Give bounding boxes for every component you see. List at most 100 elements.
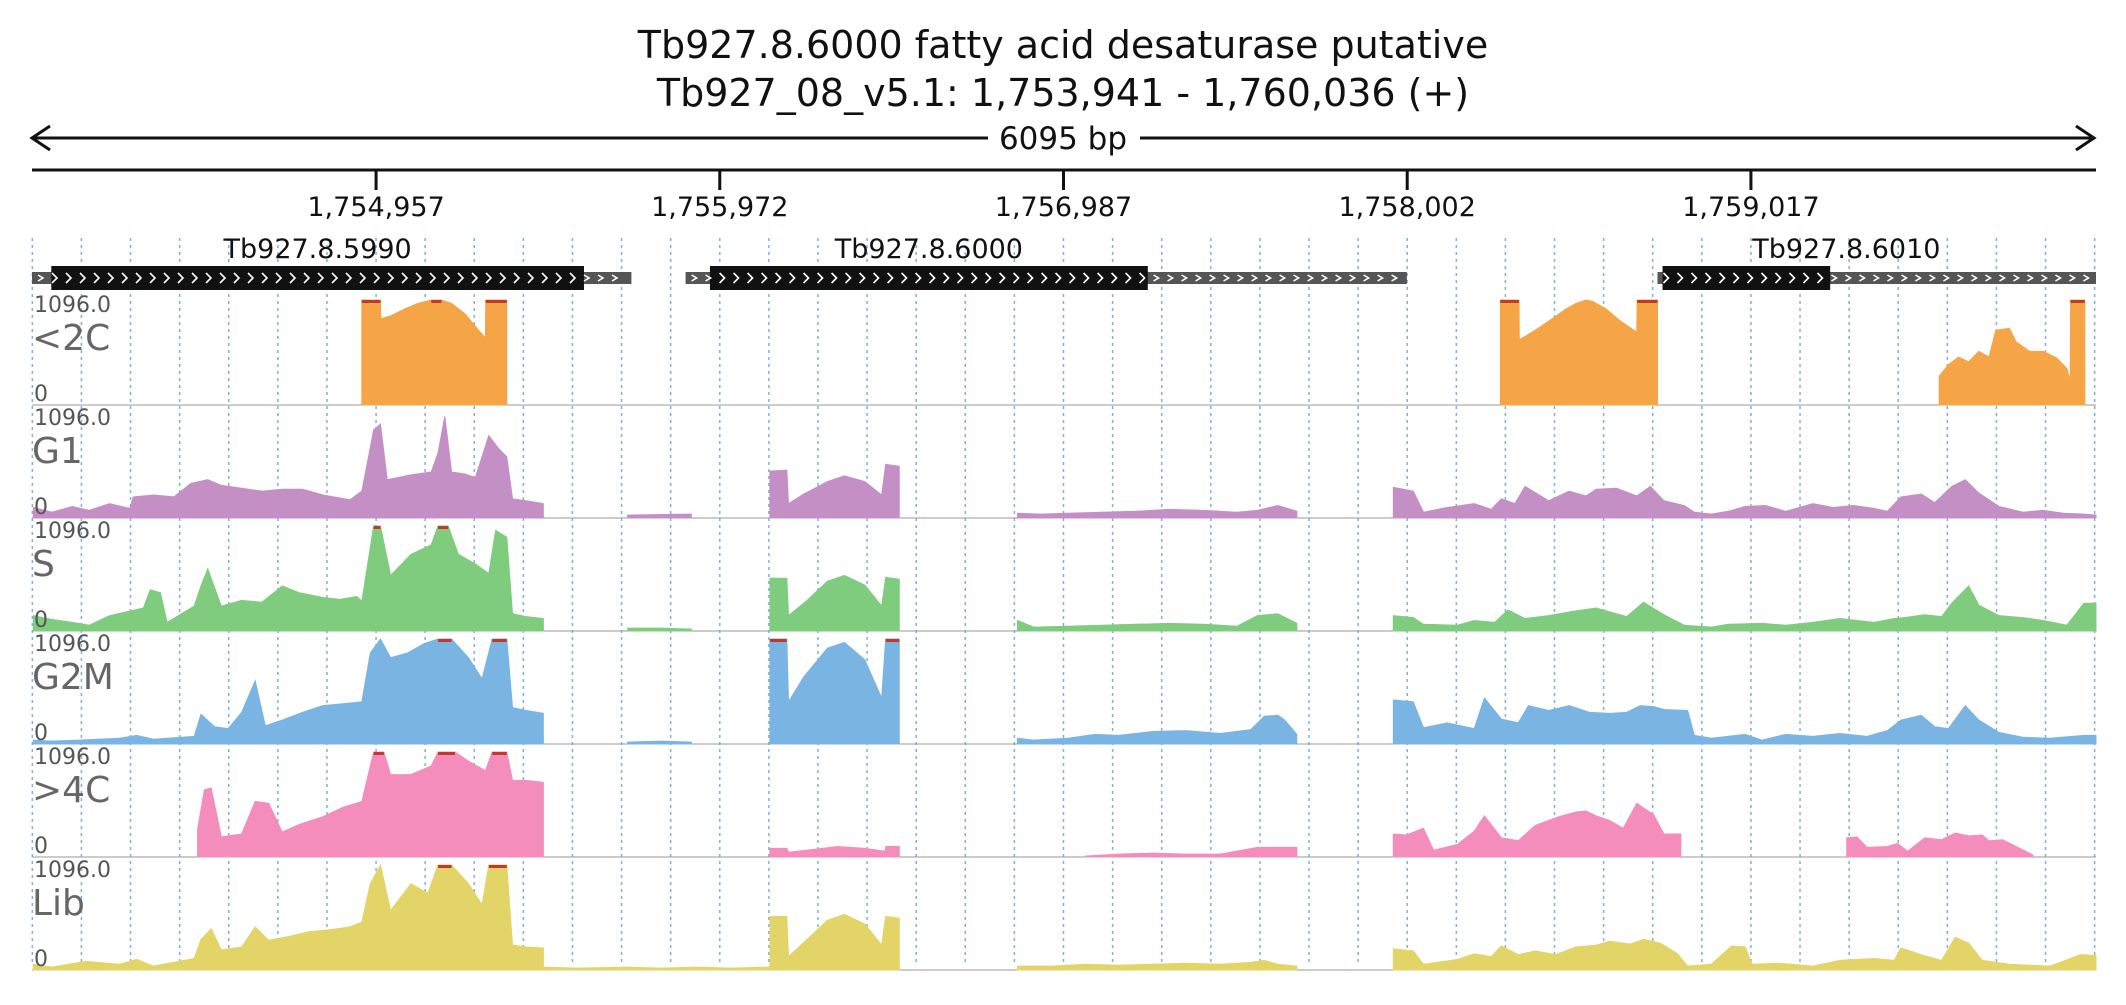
clip-indicator <box>485 300 507 303</box>
strand-chevron-icon <box>1690 272 1698 284</box>
strand-chevron-icon <box>1887 274 1895 282</box>
clip-indicator <box>438 752 455 755</box>
coverage-area <box>1392 936 2097 971</box>
clip-indicator <box>361 300 381 303</box>
strand-chevron-icon <box>1363 274 1371 282</box>
clip-indicator <box>2070 300 2085 303</box>
strand-chevrons <box>691 272 1399 284</box>
strand-chevron-icon <box>733 272 740 284</box>
strand-chevron-icon <box>597 274 605 282</box>
strand-chevron-icon <box>1929 274 1937 282</box>
strand-chevron-icon <box>1223 274 1231 282</box>
track-max-label: 1096.0 <box>34 519 111 544</box>
strand-chevron-icon <box>943 272 950 284</box>
coverage-area <box>1084 846 1298 858</box>
strand-chevron-icon <box>1676 272 1684 284</box>
coverage-area <box>769 574 900 632</box>
coverage-area <box>197 751 544 858</box>
coverage-area <box>1846 832 2034 858</box>
clip-indicator <box>1637 300 1658 303</box>
track-G2M: 1096.0 0 G2M <box>32 632 2097 746</box>
clip-indicator <box>438 526 449 529</box>
strand-chevron-icon <box>705 274 713 282</box>
coverage-area <box>627 627 692 632</box>
strand-chevron-icon <box>1746 272 1754 284</box>
gene-annotation-track: Tb927.8.5990 Tb927.8.6000 Tb927.8.6010 <box>32 234 2096 290</box>
coverage-area <box>1016 959 1298 971</box>
strand-chevron-icon <box>1662 272 1670 284</box>
strand-chevron-icon <box>915 272 922 284</box>
strand-chevron-icon <box>1265 274 1273 282</box>
strand-chevron-icon <box>345 272 353 284</box>
clip-indicator <box>438 865 452 868</box>
strand-chevron-icon <box>499 272 507 284</box>
strand-chevron-icon <box>569 272 577 284</box>
track-min-label: 0 <box>34 721 48 746</box>
coverage-area <box>32 416 544 519</box>
strand-chevron-icon <box>387 272 395 284</box>
strand-chevron-icon <box>719 272 726 284</box>
strand-chevron-icon <box>401 272 409 284</box>
strand-chevron-icon <box>1802 272 1810 284</box>
track-name: Lib <box>32 883 85 924</box>
x-tick-label: 1,758,002 <box>1338 192 1475 223</box>
strand-chevron-icon <box>317 272 325 284</box>
clip-indicator <box>885 639 900 642</box>
strand-chevron-icon <box>2041 274 2049 282</box>
strand-chevron-icon <box>775 272 782 284</box>
coverage-area <box>1392 479 2097 519</box>
track-max-label: 1096.0 <box>34 745 111 770</box>
coverage-area <box>1392 696 2097 745</box>
strand-chevron-icon <box>845 272 852 284</box>
strand-chevron-icon <box>1831 274 1839 282</box>
track-max-label: 1096.0 <box>34 632 111 657</box>
strand-chevron-icon <box>859 272 866 284</box>
strand-chevron-icon <box>93 272 101 284</box>
chart-subtitle: Tb927_08_v5.1: 1,753,941 - 1,760,036 (+) <box>656 71 1469 115</box>
track-min-label: 0 <box>34 947 48 972</box>
strand-chevron-icon <box>1915 274 1923 282</box>
strand-chevron-icon <box>205 272 213 284</box>
strand-chevron-icon <box>1055 272 1062 284</box>
strand-chevron-icon <box>831 272 838 284</box>
strand-chevron-icon <box>331 272 339 284</box>
track-name: G1 <box>32 431 83 472</box>
coverage-area <box>769 845 900 858</box>
strand-chevron-icon <box>541 272 549 284</box>
strand-chevron-icon <box>817 272 824 284</box>
coverage-area <box>1392 802 1682 858</box>
strand-chevron-icon <box>1195 274 1203 282</box>
chart-title: Tb927.8.6000 fatty acid desaturase putat… <box>637 23 1488 67</box>
strand-chevron-icon <box>233 272 241 284</box>
strand-chevron-icon <box>957 272 964 284</box>
strand-chevron-icon <box>471 272 479 284</box>
strand-chevron-icon <box>1293 274 1301 282</box>
arrow-left-icon <box>29 124 51 152</box>
clip-indicator <box>431 300 442 303</box>
strand-chevron-icon <box>79 272 87 284</box>
strand-chevron-icon <box>985 272 992 284</box>
strand-chevron-icon <box>971 272 978 284</box>
coverage-area <box>542 966 771 971</box>
strand-chevron-icon <box>611 274 619 282</box>
strand-chevron-icon <box>1718 272 1726 284</box>
strand-chevron-icon <box>373 272 381 284</box>
coverage-area <box>32 525 544 632</box>
strand-chevron-icon <box>303 272 311 284</box>
track-name: S <box>32 544 55 585</box>
gene-label: Tb927.8.5990 <box>223 234 412 265</box>
strand-chevron-icon <box>1391 274 1399 282</box>
strand-chevron-icon <box>191 272 199 284</box>
track-name: >4C <box>32 770 110 811</box>
coverage-area <box>769 463 900 519</box>
strand-chevron-icon <box>1167 274 1175 282</box>
strand-chevron-icon <box>135 272 143 284</box>
strand-chevron-icon <box>513 272 521 284</box>
strand-chevron-icon <box>1083 272 1090 284</box>
track-max-label: 1096.0 <box>34 406 111 431</box>
strand-chevron-icon <box>289 272 297 284</box>
strand-chevron-icon <box>415 272 423 284</box>
strand-chevron-icon <box>275 272 283 284</box>
strand-chevron-icon <box>1760 272 1768 284</box>
